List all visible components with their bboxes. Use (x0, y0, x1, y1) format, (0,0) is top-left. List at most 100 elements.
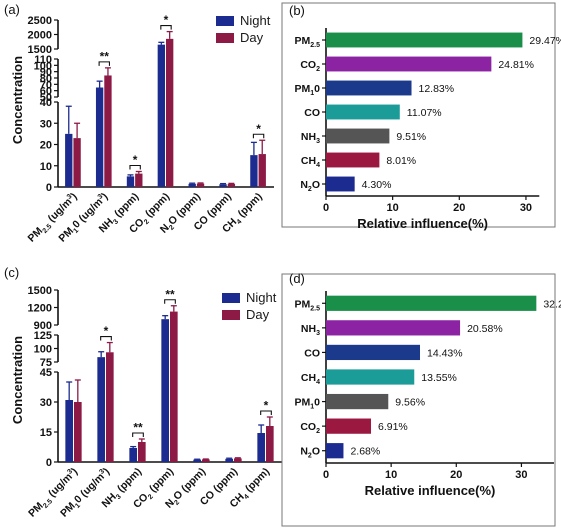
y-category-label: PM1​0 (295, 397, 321, 411)
bar-value-label: 4.30% (362, 179, 392, 191)
y-tick-label: 20 (40, 140, 52, 152)
bar-night (157, 44, 165, 188)
bar-night (95, 87, 104, 187)
bar-value-label: 11.07% (407, 107, 442, 119)
bar-day (227, 184, 236, 187)
y-tick-label: 1500 (28, 44, 52, 56)
y-tick-label: 70 (40, 79, 52, 91)
y-tick-label: 60 (40, 86, 52, 98)
panel-frame (281, 273, 556, 527)
y-axis-title: Concentration (10, 56, 25, 144)
y-category-label: N2​O (300, 179, 320, 193)
bar-night (65, 133, 73, 187)
significance-marker: ** (100, 49, 110, 63)
bar-night (161, 319, 169, 462)
hbar (326, 443, 344, 459)
hbar (326, 344, 421, 361)
significance-bracket (260, 410, 272, 415)
y-tick-label: 45 (40, 367, 52, 379)
legend-label-night: Night (246, 290, 277, 305)
y-category-label: CO (304, 347, 320, 359)
significance-bracket (129, 164, 141, 170)
x-category-label: PM2.5​ (ug/m3​) (26, 191, 81, 246)
bar-value-label: 12.83% (419, 83, 455, 95)
chart-panel-a: (a) Concentration 0 10 20 30 40506070809010011… (4, 2, 274, 246)
significance-marker: ** (165, 287, 175, 301)
bar-day (196, 183, 205, 187)
x-tick-label: 10 (385, 469, 397, 481)
hbar (326, 176, 355, 192)
y-tick-label: 100 (34, 344, 52, 356)
bar-day (202, 459, 210, 462)
y-category-label: CO2​ (300, 421, 320, 435)
y-category-label: NH3​ (301, 323, 320, 337)
y-tick-label: 1200 (28, 303, 52, 315)
y-tick-label: 110 (34, 54, 52, 66)
hbar (326, 104, 400, 120)
y-tick-label: 900 (34, 320, 52, 332)
y-tick-label: 90 (40, 67, 52, 79)
y-category-label: CH4​ (301, 372, 320, 386)
y-tick-label: 0 (46, 182, 52, 194)
y-tick-label: 80 (40, 73, 52, 85)
bar-night (219, 184, 227, 187)
bar-night (188, 183, 196, 187)
panel-label: (a) (4, 2, 20, 17)
bar-day (74, 402, 82, 462)
hbar (326, 128, 390, 144)
legend-label-day: Day (240, 30, 264, 45)
panel-label: (b) (289, 3, 305, 18)
y-tick-label: 125 (34, 330, 52, 342)
bar-night (193, 459, 201, 462)
y-category-label: CO2​ (300, 59, 320, 73)
bar-day (166, 38, 174, 187)
bar-value-label: 20.58% (467, 323, 503, 335)
bar-day (170, 311, 178, 462)
hbar (326, 418, 372, 434)
y-axis-title: Concentration (10, 336, 25, 424)
significance-marker: ** (133, 421, 143, 435)
y-category-label: CO (304, 107, 320, 119)
significance-bracket (98, 61, 111, 66)
bar-value-label: 8.01% (386, 155, 416, 167)
y-tick-label: 100 (34, 60, 52, 72)
hbar (326, 320, 461, 336)
x-axis-title: Relative influence(%) (365, 483, 496, 498)
hbar (326, 295, 537, 311)
significance-bracket (160, 25, 172, 30)
bar-day (266, 426, 274, 462)
y-category-label: PM1​0 (295, 83, 321, 97)
hbar (326, 80, 412, 96)
significance-marker: * (133, 153, 138, 167)
bar-day (104, 75, 112, 187)
y-tick-label: 50 (40, 92, 52, 104)
hbar (326, 56, 492, 72)
bar-value-label: 2.68% (350, 446, 380, 458)
bar-value-label: 9.51% (396, 131, 426, 143)
bar-night (225, 458, 233, 462)
y-tick-label: 40 (40, 97, 52, 109)
y-tick-label: 15 (40, 427, 52, 439)
y-category-label: NH3​ (301, 131, 320, 145)
bar-night (97, 357, 105, 462)
bar-day (138, 442, 146, 462)
bar-day (73, 138, 81, 187)
bar-night (126, 176, 135, 187)
x-tick-label: 0 (323, 202, 329, 214)
y-tick-label: 10 (40, 161, 52, 173)
y-category-label: CH4​ (301, 155, 320, 169)
bar-night (129, 448, 137, 462)
bar-value-label: 14.43% (427, 347, 463, 359)
bar-value-label: 29.47% (529, 35, 561, 47)
legend-swatch-night (216, 16, 234, 26)
bar-value-label: 6.91% (378, 421, 408, 433)
y-tick-label: 30 (40, 118, 52, 130)
y-category-label: PM2.5​ (295, 298, 321, 312)
bar-night (257, 433, 265, 462)
significance-marker: * (164, 13, 169, 27)
y-tick-label: 30 (40, 397, 52, 409)
legend-swatch-day (222, 310, 240, 320)
y-tick-label: 1500 (28, 285, 52, 297)
